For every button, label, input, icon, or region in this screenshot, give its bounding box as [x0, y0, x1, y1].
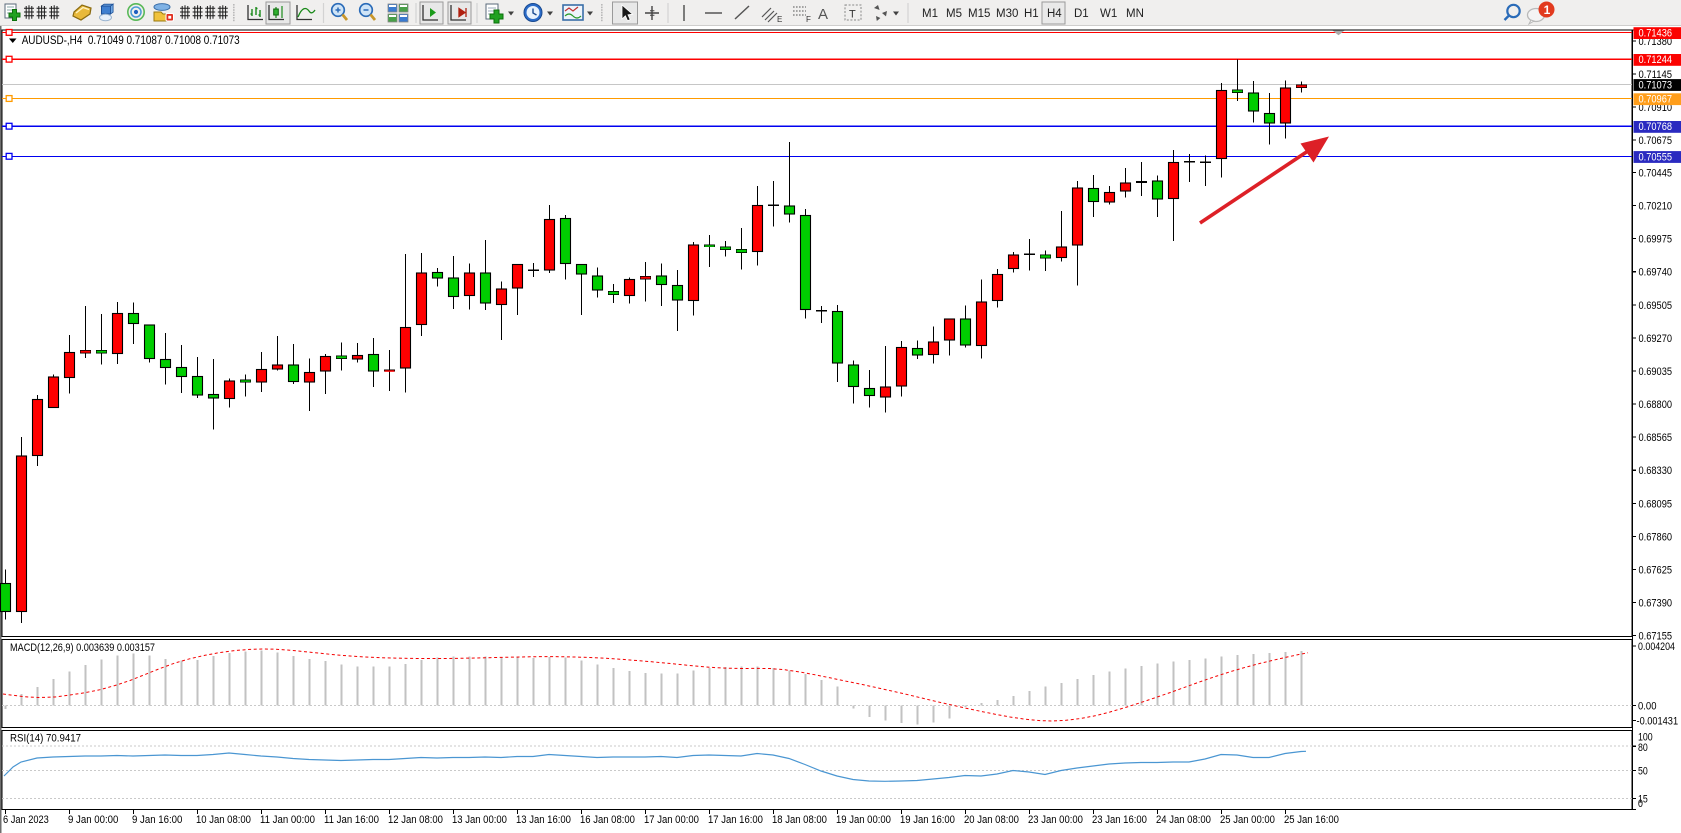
svg-text:0.67390: 0.67390 — [1639, 598, 1673, 610]
svg-text:AUDUSD-,H4 0.71049 0.71087 0.: AUDUSD-,H4 0.71049 0.71087 0.71008 0.710… — [22, 33, 240, 47]
svg-text:D1: D1 — [1074, 8, 1089, 20]
svg-text:0.68330: 0.68330 — [1639, 465, 1673, 477]
svg-text:W1: W1 — [1100, 8, 1117, 20]
svg-text:25 Jan 00:00: 25 Jan 00:00 — [1220, 814, 1275, 826]
svg-text:0.71073: 0.71073 — [1639, 79, 1673, 91]
svg-text:0.004204: 0.004204 — [1638, 641, 1675, 653]
svg-text:A: A — [818, 6, 828, 23]
svg-text:0.68800: 0.68800 — [1639, 399, 1673, 411]
svg-text:F: F — [806, 15, 811, 24]
svg-text:11 Jan 16:00: 11 Jan 16:00 — [324, 814, 379, 826]
svg-text:0.68095: 0.68095 — [1639, 498, 1673, 510]
svg-text:20 Jan 08:00: 20 Jan 08:00 — [964, 814, 1019, 826]
svg-text:15: 15 — [1638, 793, 1648, 805]
svg-text:T: T — [849, 9, 856, 21]
svg-text:0.70445: 0.70445 — [1639, 167, 1673, 179]
svg-text:RSI(14) 70.9417: RSI(14) 70.9417 — [10, 733, 81, 745]
svg-text:23 Jan 16:00: 23 Jan 16:00 — [1092, 814, 1147, 826]
svg-text:0.70768: 0.70768 — [1639, 121, 1673, 133]
svg-text:0.67860: 0.67860 — [1639, 531, 1673, 543]
svg-text:13 Jan 16:00: 13 Jan 16:00 — [516, 814, 571, 826]
svg-text:12 Jan 08:00: 12 Jan 08:00 — [388, 814, 443, 826]
svg-text:10 Jan 08:00: 10 Jan 08:00 — [196, 814, 251, 826]
svg-text:6 Jan 2023: 6 Jan 2023 — [3, 814, 49, 826]
svg-text:MN: MN — [1126, 8, 1144, 20]
svg-text:19 Jan 00:00: 19 Jan 00:00 — [836, 814, 891, 826]
svg-text:0.67155: 0.67155 — [1639, 630, 1673, 642]
svg-text:0.70210: 0.70210 — [1639, 201, 1673, 213]
svg-text:0.71244: 0.71244 — [1639, 54, 1673, 66]
svg-text:50: 50 — [1638, 766, 1648, 778]
svg-text:-0.001431: -0.001431 — [1637, 716, 1679, 728]
svg-text:17 Jan 00:00: 17 Jan 00:00 — [644, 814, 699, 826]
svg-text:H4: H4 — [1047, 8, 1062, 20]
svg-text:25 Jan 16:00: 25 Jan 16:00 — [1284, 814, 1339, 826]
svg-text:0.70555: 0.70555 — [1639, 151, 1673, 163]
svg-text:9 Jan 00:00: 9 Jan 00:00 — [68, 814, 118, 826]
svg-text:1: 1 — [1544, 3, 1551, 17]
svg-text:M15: M15 — [968, 8, 990, 20]
svg-text:M5: M5 — [946, 8, 962, 20]
svg-text:0.70675: 0.70675 — [1639, 135, 1673, 147]
svg-text:H1: H1 — [1024, 8, 1039, 20]
svg-text:M1: M1 — [922, 8, 938, 20]
svg-text:0.71145: 0.71145 — [1639, 69, 1673, 81]
svg-text:18 Jan 08:00: 18 Jan 08:00 — [772, 814, 827, 826]
svg-text:24 Jan 08:00: 24 Jan 08:00 — [1156, 814, 1211, 826]
svg-text:9 Jan 16:00: 9 Jan 16:00 — [132, 814, 182, 826]
svg-text:0: 0 — [1638, 798, 1643, 810]
svg-text:19 Jan 16:00: 19 Jan 16:00 — [900, 814, 955, 826]
svg-text:E: E — [777, 15, 782, 24]
svg-text:16 Jan 08:00: 16 Jan 08:00 — [580, 814, 635, 826]
svg-text:MACD(12,26,9) 0.003639 0.00315: MACD(12,26,9) 0.003639 0.003157 — [10, 642, 155, 654]
svg-text:13 Jan 00:00: 13 Jan 00:00 — [452, 814, 507, 826]
svg-text:23 Jan 00:00: 23 Jan 00:00 — [1028, 814, 1083, 826]
svg-text:100: 100 — [1638, 731, 1653, 743]
svg-text:11 Jan 00:00: 11 Jan 00:00 — [260, 814, 315, 826]
svg-text:M30: M30 — [996, 8, 1018, 20]
svg-text:0.69035: 0.69035 — [1639, 366, 1673, 378]
svg-text:0.71436: 0.71436 — [1639, 27, 1673, 39]
svg-text:0.00: 0.00 — [1638, 700, 1656, 712]
svg-text:80: 80 — [1638, 742, 1648, 754]
svg-text:0.70967: 0.70967 — [1639, 94, 1673, 106]
svg-text:0.69975: 0.69975 — [1639, 234, 1673, 246]
svg-text:17 Jan 16:00: 17 Jan 16:00 — [708, 814, 763, 826]
svg-text:0.67625: 0.67625 — [1639, 564, 1673, 576]
svg-text:0.69505: 0.69505 — [1639, 300, 1673, 312]
svg-text:0.69270: 0.69270 — [1639, 333, 1673, 345]
svg-text:0.68565: 0.68565 — [1639, 432, 1673, 444]
svg-text:0.69740: 0.69740 — [1639, 267, 1673, 279]
